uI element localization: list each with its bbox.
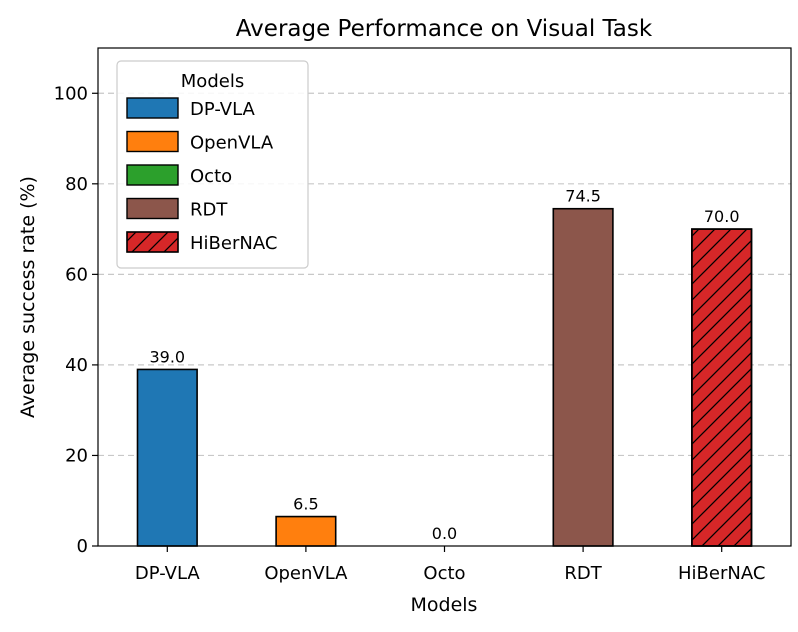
legend: Models DP-VLA OpenVLA Octo RDT HiBerNAC [116, 60, 309, 269]
bar [136, 368, 198, 547]
bar-value-label: 39.0 [149, 347, 185, 366]
chart-title: Average Performance on Visual Task [236, 16, 653, 42]
bar [275, 515, 337, 547]
legend-title: Models [181, 71, 244, 92]
x-tick-label: HiBerNAC [678, 563, 765, 584]
y-tick-label: 0 [77, 536, 88, 557]
y-tick-label: 40 [65, 355, 88, 376]
x-tick-label: RDT [564, 563, 602, 584]
bar-value-label: 0.0 [432, 524, 457, 543]
legend-entry-label: RDT [190, 200, 228, 221]
y-axis-ticks: 0 20 40 60 80 100 [54, 83, 98, 557]
y-tick-label: 80 [65, 174, 88, 195]
legend-entry-label: HiBerNAC [190, 233, 277, 254]
legend-swatch-hatch [126, 231, 179, 253]
legend-swatch [126, 164, 179, 186]
x-axis-ticks: DP-VLA OpenVLA Octo RDT HiBerNAC [135, 546, 765, 584]
x-axis-label: Models [411, 594, 478, 616]
y-tick-label: 100 [54, 83, 88, 104]
legend-entry-label: Octo [190, 166, 232, 187]
bar-value-label: 70.0 [704, 207, 740, 226]
bar-value-labels: 39.0 6.5 0.0 74.5 70.0 [149, 187, 739, 543]
legend-swatch [126, 197, 179, 220]
bar [552, 207, 614, 547]
bar-value-label: 6.5 [293, 495, 318, 514]
x-tick-label: DP-VLA [135, 563, 201, 584]
bars [136, 207, 753, 547]
bar-hatch [691, 228, 753, 547]
y-tick-label: 60 [65, 264, 88, 285]
legend-swatch [126, 130, 179, 153]
legend-entry-label: DP-VLA [190, 99, 256, 120]
y-tick-label: 20 [65, 445, 88, 466]
legend-entry-label: OpenVLA [190, 133, 274, 154]
bar-value-label: 74.5 [565, 187, 601, 206]
y-axis-label: Average success rate (%) [17, 176, 39, 418]
legend-swatch [126, 97, 179, 119]
x-tick-label: Octo [423, 563, 465, 584]
x-tick-label: OpenVLA [264, 563, 348, 584]
